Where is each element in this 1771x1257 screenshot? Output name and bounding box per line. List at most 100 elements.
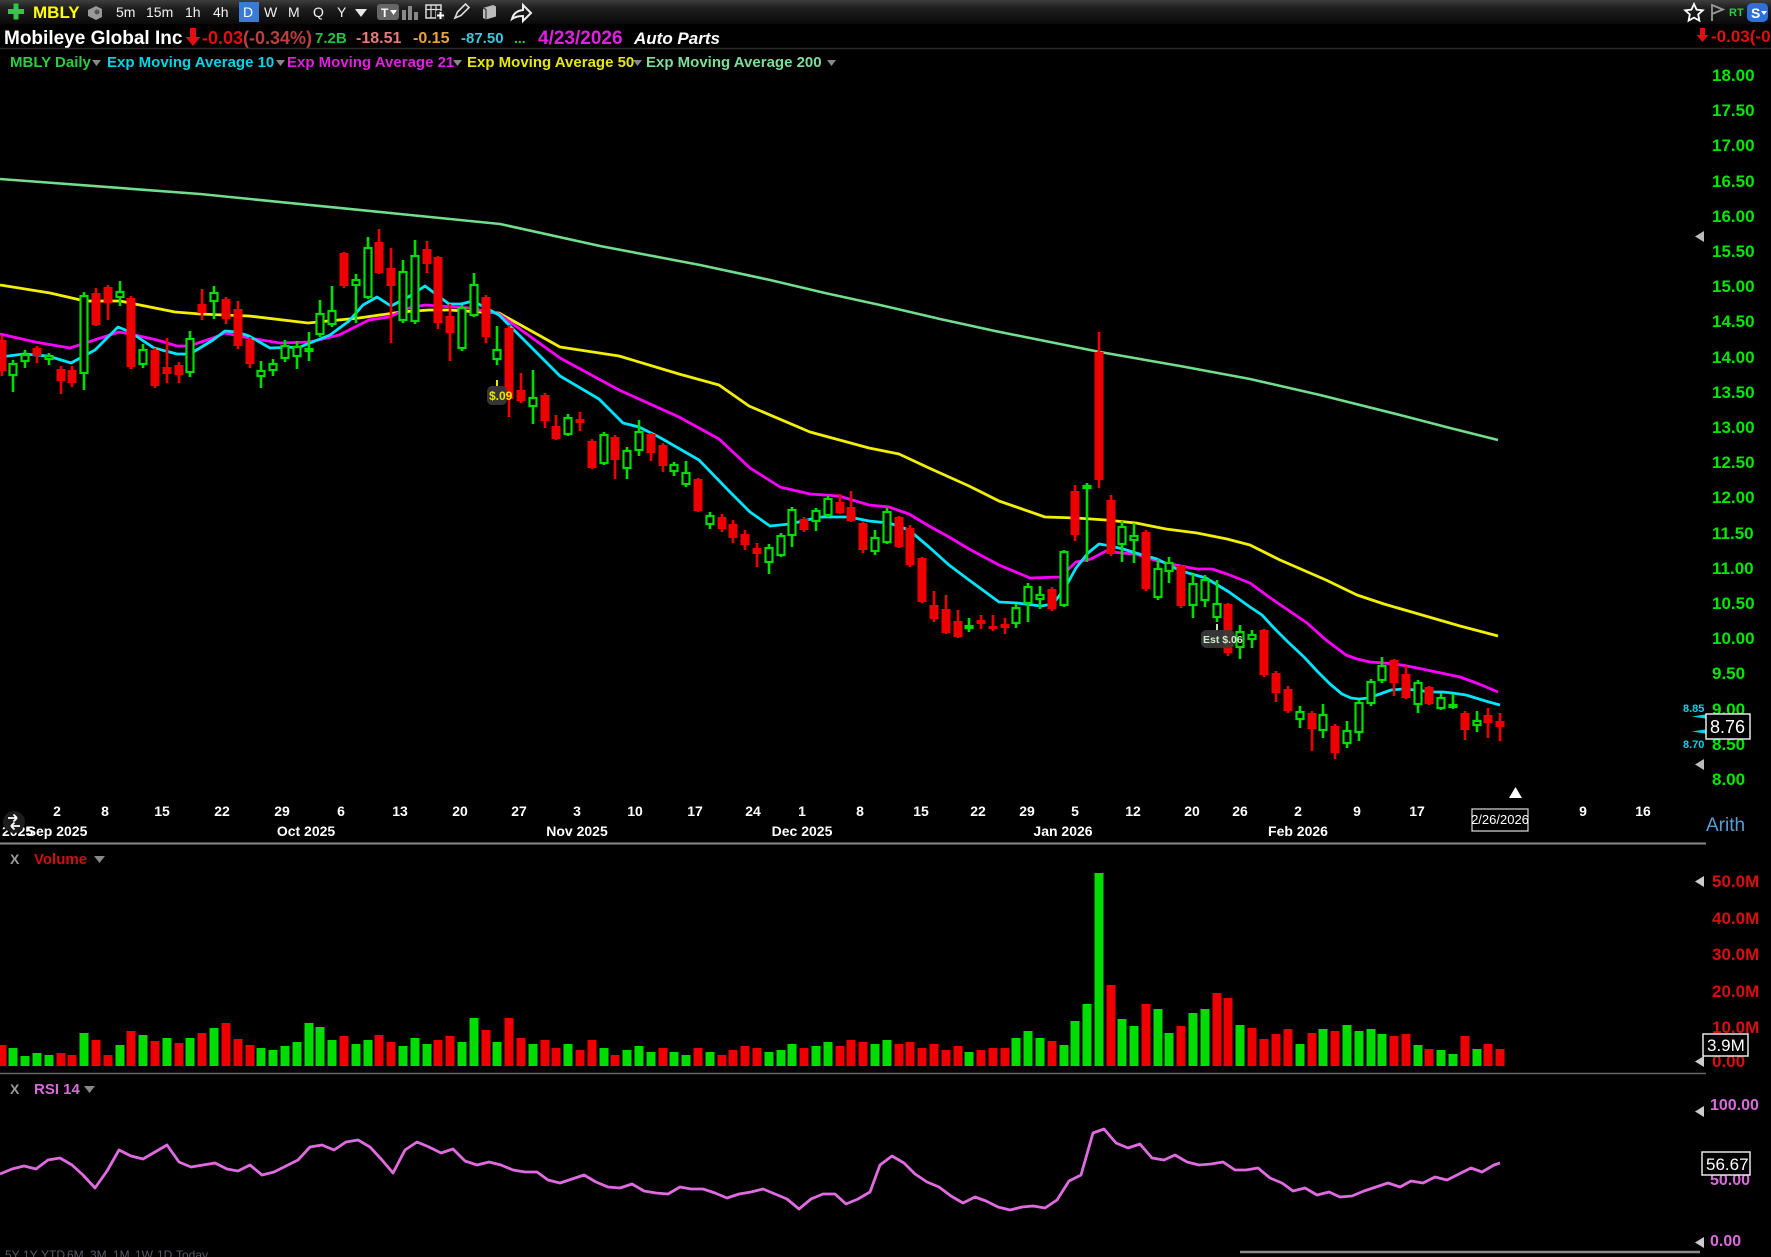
svg-text:3M: 3M bbox=[90, 1248, 107, 1257]
svg-text:Volume: Volume bbox=[34, 851, 87, 868]
svg-text:4h: 4h bbox=[213, 4, 229, 20]
svg-text:10.00: 10.00 bbox=[1712, 629, 1755, 648]
svg-text:9.50: 9.50 bbox=[1712, 664, 1745, 683]
svg-text:15.50: 15.50 bbox=[1712, 242, 1755, 261]
svg-text:12.00: 12.00 bbox=[1712, 488, 1755, 507]
svg-text:10.0M: 10.0M bbox=[1712, 1018, 1759, 1037]
svg-text:Today: Today bbox=[176, 1248, 208, 1257]
svg-text:Jan 2026: Jan 2026 bbox=[1033, 823, 1092, 839]
svg-text:Dec 2025: Dec 2025 bbox=[772, 823, 833, 839]
svg-text:6M: 6M bbox=[67, 1248, 84, 1257]
svg-text:Y: Y bbox=[337, 4, 347, 20]
svg-text:13: 13 bbox=[392, 803, 408, 819]
svg-text:20: 20 bbox=[452, 803, 468, 819]
svg-text:Exp Moving Average 10: Exp Moving Average 10 bbox=[107, 54, 274, 71]
svg-text:Exp Moving Average 50: Exp Moving Average 50 bbox=[467, 54, 634, 71]
svg-text:Oct 2025: Oct 2025 bbox=[277, 823, 336, 839]
svg-text:6: 6 bbox=[337, 803, 345, 819]
svg-text:8.76: 8.76 bbox=[1710, 717, 1745, 737]
svg-text:27: 27 bbox=[511, 803, 527, 819]
svg-text:17: 17 bbox=[1409, 803, 1425, 819]
svg-text:S: S bbox=[1751, 5, 1760, 21]
svg-text:Exp Moving Average 21: Exp Moving Average 21 bbox=[287, 54, 454, 71]
svg-text:W: W bbox=[264, 4, 278, 20]
svg-text:RSI 14: RSI 14 bbox=[34, 1081, 81, 1098]
svg-text:50.00: 50.00 bbox=[1710, 1172, 1750, 1189]
svg-text:3: 3 bbox=[573, 803, 581, 819]
svg-text:Feb 2026: Feb 2026 bbox=[1268, 823, 1328, 839]
svg-text:29: 29 bbox=[1019, 803, 1035, 819]
svg-text:Exp Moving Average 200: Exp Moving Average 200 bbox=[646, 54, 822, 71]
svg-text:4/23/2026: 4/23/2026 bbox=[538, 28, 623, 49]
svg-text:10.50: 10.50 bbox=[1712, 594, 1755, 613]
svg-text:29: 29 bbox=[274, 803, 290, 819]
svg-text:17.00: 17.00 bbox=[1712, 136, 1755, 155]
svg-text:-18.51: -18.51 bbox=[356, 30, 401, 47]
svg-text:Mobileye Global Inc: Mobileye Global Inc bbox=[4, 28, 183, 49]
svg-text:D: D bbox=[243, 4, 253, 20]
svg-text:17.50: 17.50 bbox=[1712, 101, 1755, 120]
svg-text:26: 26 bbox=[1232, 803, 1248, 819]
svg-text:Est $.06: Est $.06 bbox=[1203, 634, 1243, 646]
svg-text:16: 16 bbox=[1635, 803, 1651, 819]
svg-text:-0.03(-0: -0.03(-0 bbox=[1711, 27, 1771, 46]
svg-text:10: 10 bbox=[627, 803, 643, 819]
svg-text:2/26/2026: 2/26/2026 bbox=[1471, 812, 1529, 827]
svg-text:22: 22 bbox=[214, 803, 230, 819]
svg-text:1M: 1M bbox=[113, 1248, 130, 1257]
svg-text:20.0M: 20.0M bbox=[1712, 982, 1759, 1001]
svg-text:9: 9 bbox=[1579, 803, 1587, 819]
svg-text:T: T bbox=[381, 6, 389, 20]
svg-text:15.00: 15.00 bbox=[1712, 277, 1755, 296]
svg-text:3.9M: 3.9M bbox=[1707, 1036, 1745, 1055]
svg-text:30.0M: 30.0M bbox=[1712, 945, 1759, 964]
svg-text:-87.50: -87.50 bbox=[461, 30, 504, 47]
svg-text:1W: 1W bbox=[135, 1248, 154, 1257]
svg-text:1: 1 bbox=[798, 803, 806, 819]
svg-text:MBLY Daily: MBLY Daily bbox=[10, 54, 92, 71]
svg-text:18.00: 18.00 bbox=[1712, 66, 1755, 85]
svg-text:22: 22 bbox=[970, 803, 986, 819]
svg-text:2: 2 bbox=[1294, 803, 1302, 819]
svg-text:Nov 2025: Nov 2025 bbox=[546, 823, 608, 839]
svg-text:12: 12 bbox=[1125, 803, 1141, 819]
svg-text:Sep 2025: Sep 2025 bbox=[27, 823, 88, 839]
svg-text:11.00: 11.00 bbox=[1712, 559, 1754, 578]
svg-text:MBLY: MBLY bbox=[33, 3, 80, 22]
svg-text:Auto Parts: Auto Parts bbox=[633, 29, 720, 48]
svg-text:0.00: 0.00 bbox=[1710, 1233, 1741, 1250]
svg-text:...: ... bbox=[514, 30, 526, 46]
svg-text:1D: 1D bbox=[157, 1248, 173, 1257]
svg-text:Arith: Arith bbox=[1706, 815, 1745, 836]
svg-text:M: M bbox=[288, 4, 300, 20]
svg-text:2: 2 bbox=[53, 803, 61, 819]
svg-text:8.85: 8.85 bbox=[1683, 703, 1704, 715]
svg-text:56.67: 56.67 bbox=[1706, 1155, 1749, 1174]
svg-text:15m: 15m bbox=[146, 4, 173, 20]
svg-text:RT: RT bbox=[1729, 7, 1744, 19]
svg-text:15: 15 bbox=[913, 803, 929, 819]
svg-text:8.70: 8.70 bbox=[1683, 739, 1704, 751]
svg-text:X: X bbox=[10, 851, 20, 867]
svg-text:-0.15: -0.15 bbox=[413, 30, 450, 47]
svg-text:14.50: 14.50 bbox=[1712, 312, 1755, 331]
svg-text:100.00: 100.00 bbox=[1710, 1097, 1759, 1114]
svg-text:8.00: 8.00 bbox=[1712, 770, 1745, 789]
svg-text:-0.03(-0.34%): -0.03(-0.34%) bbox=[202, 28, 312, 48]
svg-text:14.00: 14.00 bbox=[1712, 348, 1755, 367]
svg-text:15: 15 bbox=[154, 803, 170, 819]
svg-text:Q: Q bbox=[313, 4, 324, 20]
svg-text:YTD: YTD bbox=[41, 1248, 65, 1257]
svg-text:13.50: 13.50 bbox=[1712, 383, 1755, 402]
svg-text:50.0M: 50.0M bbox=[1712, 872, 1759, 891]
svg-text:9: 9 bbox=[1353, 803, 1361, 819]
svg-text:40.0M: 40.0M bbox=[1712, 909, 1759, 928]
svg-text:1Y: 1Y bbox=[23, 1248, 38, 1257]
svg-text:5m: 5m bbox=[116, 4, 135, 20]
svg-text:5: 5 bbox=[1071, 803, 1079, 819]
svg-text:8: 8 bbox=[856, 803, 864, 819]
svg-text:24: 24 bbox=[745, 803, 761, 819]
svg-text:13.00: 13.00 bbox=[1712, 418, 1755, 437]
svg-text:7.2B: 7.2B bbox=[315, 30, 347, 47]
svg-text:8: 8 bbox=[101, 803, 109, 819]
